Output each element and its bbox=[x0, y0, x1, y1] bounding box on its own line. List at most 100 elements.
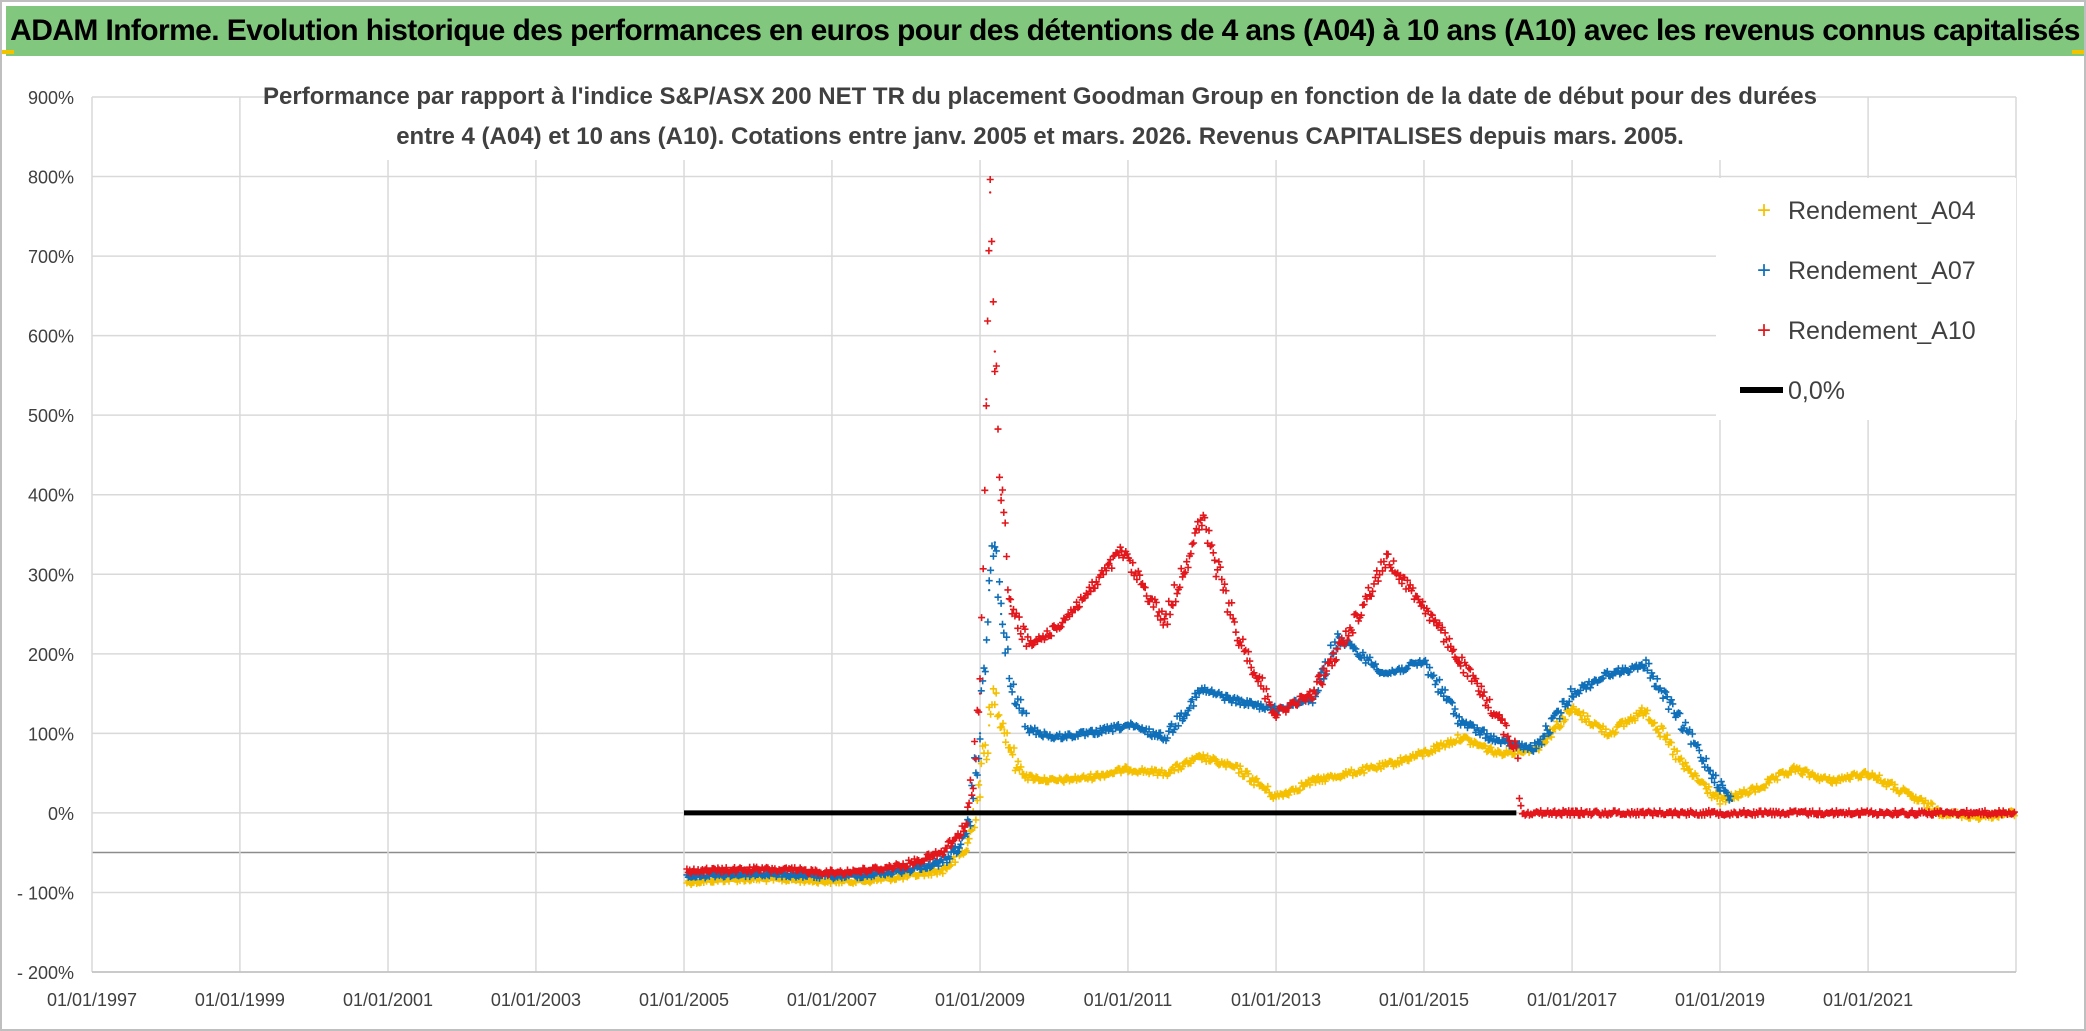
data-point bbox=[941, 851, 944, 854]
legend-item-a04: + Rendement_A04 bbox=[1757, 197, 1976, 225]
data-point bbox=[1570, 708, 1574, 711]
data-point bbox=[966, 835, 969, 838]
data-point bbox=[941, 868, 944, 872]
data-series bbox=[683, 176, 2018, 888]
data-point bbox=[1533, 748, 1536, 751]
data-point bbox=[1644, 664, 1648, 667]
data-point bbox=[1385, 672, 1388, 675]
data-point bbox=[1570, 692, 1574, 695]
data-point bbox=[1718, 783, 1722, 787]
data-point bbox=[1903, 791, 1906, 795]
data-point bbox=[1496, 716, 1500, 719]
legend-marker-a04: + bbox=[1757, 197, 1771, 224]
y-tick-label: 300% bbox=[28, 565, 74, 585]
banner: ADAM Informe. Evolution historique des p… bbox=[6, 6, 2084, 56]
legend: + Rendement_A04 + Rendement_A07 + Rendem… bbox=[1716, 178, 2016, 420]
y-tick-label: - 200% bbox=[17, 963, 74, 983]
data-point bbox=[1459, 720, 1462, 723]
data-point bbox=[756, 872, 760, 876]
data-point bbox=[1607, 732, 1610, 735]
data-point bbox=[1028, 644, 1031, 648]
data-point bbox=[1681, 724, 1684, 727]
data-point bbox=[941, 861, 944, 864]
banner-corner-left bbox=[2, 50, 14, 54]
data-point bbox=[867, 868, 870, 872]
y-tick-label: - 100% bbox=[17, 883, 74, 903]
legend-label-zero-line: 0,0% bbox=[1788, 377, 1845, 405]
series-a07-markers bbox=[683, 542, 1735, 883]
vertical-gridlines bbox=[91, 97, 2017, 973]
data-point bbox=[1052, 736, 1056, 739]
data-point bbox=[1200, 517, 1204, 520]
data-point bbox=[1015, 763, 1018, 767]
data-point bbox=[1163, 771, 1166, 775]
x-tick-label: 01/01/1999 bbox=[195, 990, 285, 1010]
data-point bbox=[993, 350, 997, 353]
legend-item-zero-line: 0,0% bbox=[1740, 377, 1845, 405]
data-point bbox=[1120, 549, 1123, 552]
y-tick-label: 800% bbox=[28, 168, 74, 188]
series-a10-markers bbox=[683, 176, 2018, 879]
data-point bbox=[1515, 748, 1518, 751]
data-point bbox=[685, 880, 689, 884]
data-point bbox=[1200, 756, 1204, 759]
data-point bbox=[1607, 672, 1610, 675]
data-point bbox=[1459, 736, 1462, 739]
data-point bbox=[1028, 728, 1031, 731]
data-point bbox=[987, 588, 991, 592]
series-a07 bbox=[683, 541, 1735, 883]
data-point bbox=[1422, 660, 1426, 663]
data-point bbox=[719, 868, 722, 872]
data-point bbox=[1422, 752, 1426, 755]
x-tick-label: 01/01/2013 bbox=[1231, 990, 1321, 1010]
data-point bbox=[978, 779, 982, 783]
legend-background bbox=[1716, 178, 2016, 420]
data-point bbox=[904, 875, 908, 878]
data-point bbox=[1459, 660, 1462, 663]
x-tick-label: 01/01/2017 bbox=[1527, 990, 1617, 1010]
x-tick-label: 01/01/2001 bbox=[343, 990, 433, 1010]
data-point bbox=[1274, 712, 1278, 715]
data-point bbox=[904, 863, 908, 866]
x-tick-label: 01/01/2007 bbox=[787, 990, 877, 1010]
data-point bbox=[1274, 795, 1278, 799]
series-a04 bbox=[683, 685, 2018, 888]
data-point bbox=[1200, 688, 1204, 691]
data-point bbox=[1089, 588, 1092, 592]
legend-label-a04: Rendement_A04 bbox=[1788, 197, 1976, 225]
x-tick-label: 01/01/1997 bbox=[47, 990, 137, 1010]
series-a10 bbox=[683, 176, 2018, 879]
data-point bbox=[1792, 767, 1796, 771]
data-point bbox=[1237, 767, 1240, 771]
y-tick-label: 0% bbox=[48, 804, 74, 824]
x-tick-label: 01/01/2019 bbox=[1675, 990, 1765, 1010]
data-point bbox=[1237, 636, 1240, 640]
data-point bbox=[1348, 628, 1352, 632]
data-point bbox=[993, 541, 997, 544]
data-point bbox=[999, 612, 1003, 616]
data-point bbox=[1163, 620, 1166, 624]
legend-label-a10: Rendement_A10 bbox=[1788, 317, 1976, 345]
banner-corner-right bbox=[2072, 50, 2084, 54]
data-point bbox=[1237, 700, 1240, 703]
data-point bbox=[1052, 779, 1056, 783]
data-point bbox=[1009, 684, 1012, 687]
data-point bbox=[988, 191, 992, 194]
legend-marker-a07: + bbox=[1757, 257, 1771, 284]
data-point bbox=[1521, 811, 1524, 815]
chart-title-line-1: Performance par rapport à l'indice S&P/A… bbox=[263, 83, 1817, 110]
data-point bbox=[966, 823, 969, 827]
data-point bbox=[756, 877, 760, 881]
data-point bbox=[793, 868, 796, 872]
legend-marker-a10: + bbox=[1757, 317, 1771, 344]
data-point bbox=[830, 871, 834, 874]
y-tick-label: 700% bbox=[28, 247, 74, 267]
y-tick-label: 900% bbox=[28, 88, 74, 108]
y-tick-label: 500% bbox=[28, 406, 74, 426]
chart-title-background bbox=[272, 78, 1812, 160]
y-tick-label: 400% bbox=[28, 486, 74, 506]
data-point bbox=[1829, 779, 1833, 783]
data-point bbox=[999, 493, 1003, 496]
